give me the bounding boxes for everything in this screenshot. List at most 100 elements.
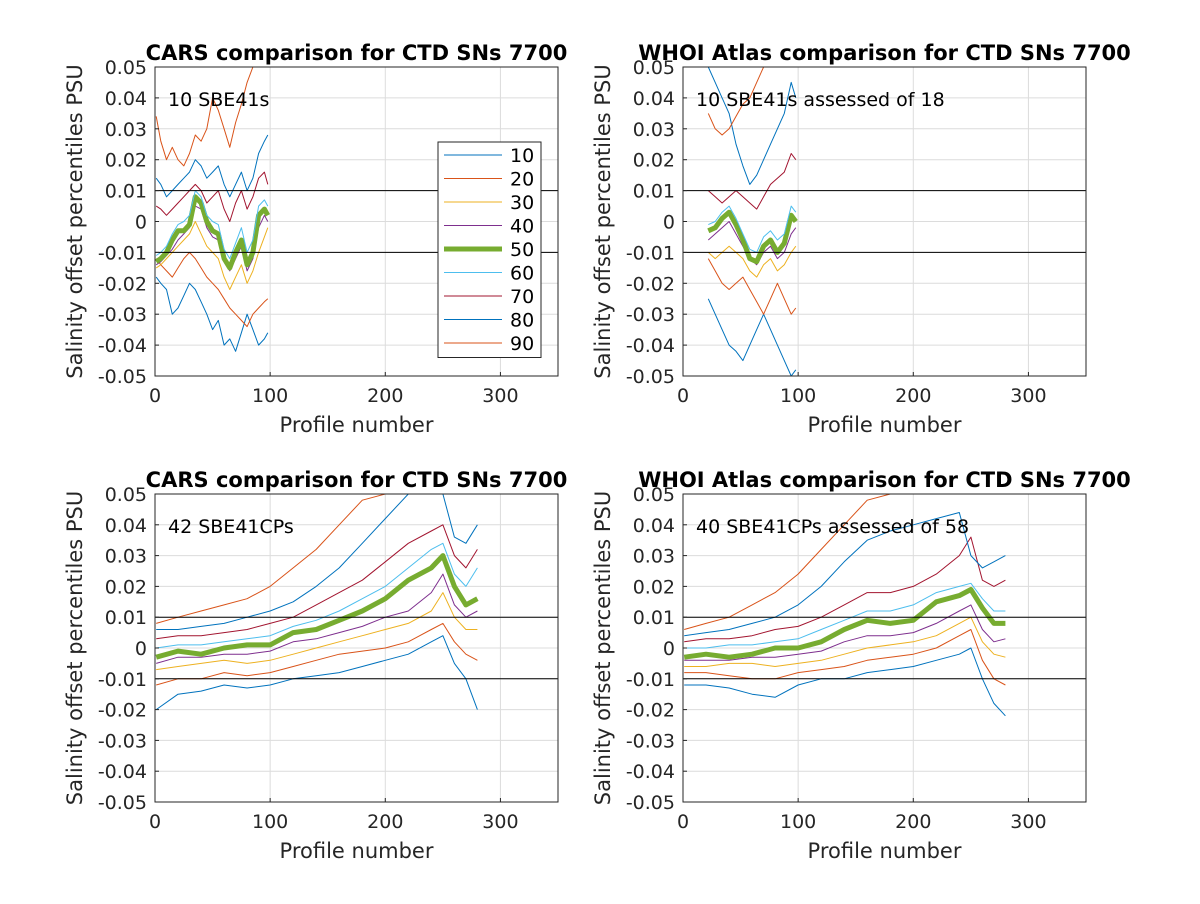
series-line-p50: [707, 209, 798, 265]
series-line-p70: [156, 524, 478, 640]
y-tick-label: -0.01: [626, 242, 675, 264]
x-tick-label: 0: [677, 811, 689, 833]
y-tick-label: -0.02: [626, 700, 675, 722]
y-tick-label: 0.03: [105, 546, 147, 568]
series-line-p30: [707, 245, 797, 278]
legend-label-p80: 80: [510, 310, 534, 332]
series-line-p90: [156, 494, 478, 624]
y-tick-label: -0.05: [98, 792, 147, 814]
panel-top-right: 0 100 200 300 -0.05 -0.04 -0.03 -0.02 -0.01 0 0.01…: [591, 41, 1131, 437]
series-line-p20: [684, 629, 1006, 686]
y-tick-label: -0.02: [626, 273, 675, 295]
y-tick-label: 0.03: [105, 119, 147, 141]
y-axis-label: Salinity offset percentiles PSU: [63, 491, 87, 805]
series-line-p20: [707, 258, 797, 315]
series-line-p70: [155, 171, 269, 222]
panel-bottom-right: 0 100 200 300 -0.05 -0.04 -0.03 -0.02 -0.01 0 0.01…: [591, 468, 1131, 863]
series-line-p60: [708, 205, 797, 253]
y-tick-label: 0: [135, 638, 147, 660]
annotation-text: 40 SBE41CPs assessed of 58: [696, 516, 969, 538]
x-axis-label: Profile number: [280, 413, 434, 437]
x-tick-label: 200: [367, 385, 403, 407]
y-tick-label: 0.05: [633, 57, 675, 79]
x-tick-label: 300: [1010, 385, 1046, 407]
x-tick-label: 300: [482, 811, 518, 833]
y-tick-label: -0.03: [98, 304, 147, 326]
y-tick-label: -0.02: [98, 700, 147, 722]
series-line-p80: [156, 494, 478, 630]
y-tick-label: 0: [663, 638, 675, 660]
series-line-p70: [684, 536, 1006, 643]
y-tick-label: 0: [663, 212, 675, 234]
y-tick-label: 0.02: [105, 576, 147, 598]
series-line-p60: [155, 190, 269, 260]
series-line-p10: [155, 276, 269, 352]
series-line-p30: [156, 592, 478, 671]
y-tick-label: -0.05: [98, 366, 147, 388]
y-tick-label: -0.04: [98, 335, 147, 357]
y-tick-label: -0.05: [626, 792, 675, 814]
x-tick-label: 0: [149, 811, 161, 833]
y-tick-label: 0: [135, 212, 147, 234]
y-tick-label: -0.01: [98, 242, 147, 264]
y-tick-label: 0.04: [633, 515, 675, 537]
y-tick-label: -0.03: [98, 730, 147, 752]
series-line-p40: [684, 604, 1006, 661]
y-tick-label: 0.03: [633, 119, 675, 141]
series-group: [155, 494, 479, 711]
series-line-p20: [155, 251, 269, 328]
y-tick-label: 0.05: [105, 57, 147, 79]
series-line-p50: [155, 553, 479, 660]
legend-label-p60: 60: [510, 263, 534, 285]
y-tick-label: -0.01: [626, 669, 675, 691]
y-axis-label: Salinity offset percentiles PSU: [591, 64, 615, 378]
x-tick-label: 100: [780, 811, 816, 833]
chart-title: WHOI Atlas comparison for CTD SNs 7700: [638, 41, 1131, 65]
series-line-p30: [684, 616, 1006, 667]
series-line-p90: [155, 67, 268, 167]
y-axis-label: Salinity offset percentiles PSU: [591, 491, 615, 805]
y-tick-label: -0.03: [626, 304, 675, 326]
annotation-text: 10 SBE41s assessed of 18: [696, 89, 945, 111]
chart-title: CARS comparison for CTD SNs 7700: [146, 41, 568, 65]
panel-bottom-left: 0 100 200 300 -0.05 -0.04 -0.03 -0.02 -0.01 0 0.01…: [63, 468, 567, 863]
y-tick-label: 0.01: [633, 607, 675, 629]
series-group: [155, 67, 270, 352]
y-tick-label: -0.01: [98, 669, 147, 691]
series-line-p70: [707, 153, 797, 210]
y-tick-label: -0.04: [626, 761, 675, 783]
series-line-p10: [684, 647, 1006, 717]
y-tick-label: 0.05: [105, 484, 147, 506]
y-axis-label: Salinity offset percentiles PSU: [63, 64, 87, 378]
legend-label-p10: 10: [510, 145, 534, 167]
x-tick-label: 200: [367, 811, 403, 833]
y-tick-label: 0.02: [105, 150, 147, 172]
legend-label-p50: 50: [510, 239, 534, 261]
y-tick-label: -0.02: [98, 273, 147, 295]
x-tick-label: 300: [482, 385, 518, 407]
legend-label-p40: 40: [510, 216, 534, 238]
chart-title: WHOI Atlas comparison for CTD SNs 7700: [638, 468, 1131, 492]
chart-title: CARS comparison for CTD SNs 7700: [146, 468, 568, 492]
x-tick-label: 100: [252, 385, 288, 407]
y-tick-label: 0.01: [105, 607, 147, 629]
legend-label-p20: 20: [510, 169, 534, 191]
series-line-p80: [155, 134, 269, 198]
y-tick-label: 0.04: [105, 88, 147, 110]
series-line-p60: [684, 582, 1006, 649]
y-tick-label: -0.03: [626, 730, 675, 752]
x-tick-label: 300: [1010, 811, 1046, 833]
legend-label-p30: 30: [510, 192, 534, 214]
x-tick-label: 100: [252, 811, 288, 833]
series-line-p20: [156, 622, 478, 686]
series-group: [707, 67, 798, 376]
y-tick-label: 0.04: [633, 88, 675, 110]
series-line-p40: [156, 573, 478, 664]
series-line-p10: [707, 298, 797, 376]
x-axis-label: Profile number: [808, 839, 962, 863]
y-tick-label: 0.04: [105, 515, 147, 537]
legend-label-p70: 70: [510, 286, 534, 308]
